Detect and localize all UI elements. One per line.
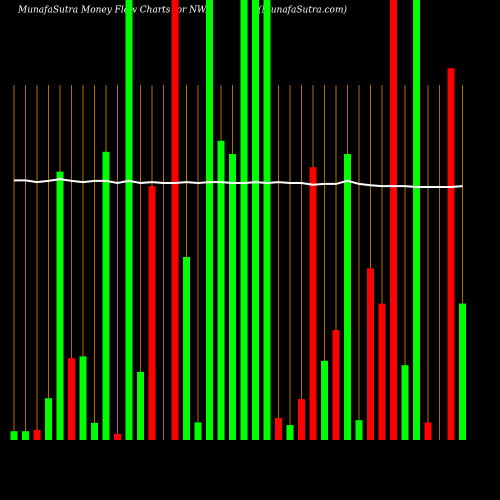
bar (252, 0, 259, 440)
bar (378, 303, 386, 440)
bar (183, 256, 190, 440)
bar (171, 0, 179, 440)
bar (114, 433, 121, 440)
bar (217, 140, 225, 441)
bar (45, 398, 52, 440)
bar (22, 431, 29, 440)
bar (390, 0, 397, 440)
bar (344, 154, 351, 440)
bar (459, 303, 466, 440)
bar (240, 0, 248, 440)
bar (424, 422, 432, 440)
bar (56, 171, 64, 440)
bar (298, 399, 305, 440)
bar (194, 422, 202, 440)
bar (355, 420, 363, 440)
bar (263, 0, 271, 440)
bar (401, 365, 409, 440)
chart-subtitle: (MunafaSutra.com) (258, 5, 347, 16)
bar (229, 154, 236, 440)
bar (275, 418, 282, 440)
bar (413, 0, 420, 440)
bar (10, 431, 18, 440)
bar (332, 330, 340, 440)
bar (102, 151, 110, 441)
bar (148, 186, 156, 440)
bar (321, 360, 328, 440)
chart-title: MunafaSutra Money Flow Charts for NWA (17, 6, 213, 16)
bar (137, 371, 144, 440)
bar (367, 268, 374, 440)
line (14, 178, 463, 188)
bar (91, 422, 98, 440)
bar (33, 429, 41, 440)
bar (79, 356, 87, 440)
bar (447, 68, 455, 440)
bar (125, 0, 133, 440)
bar (286, 425, 294, 440)
bar (206, 0, 213, 440)
bar (68, 358, 75, 440)
bar (309, 167, 317, 440)
